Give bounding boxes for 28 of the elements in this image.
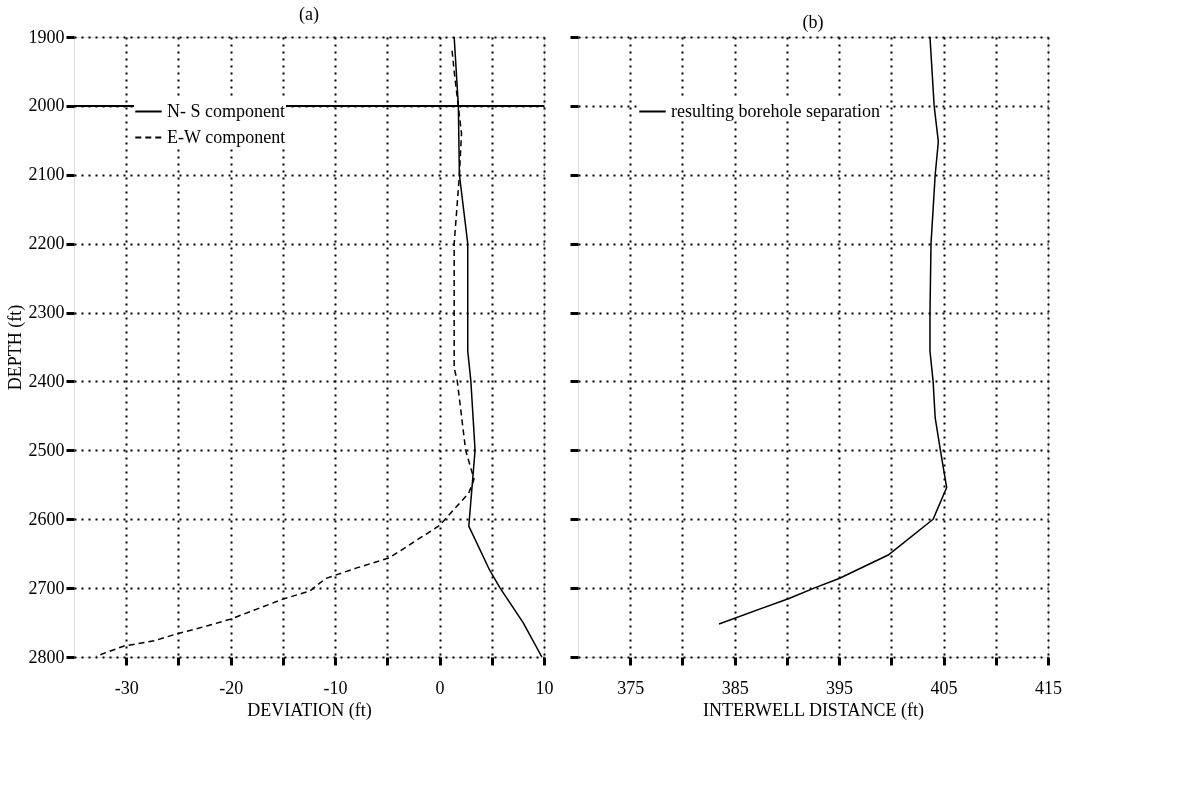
x-tick-label: 375 [617,677,645,698]
x-tick-label: 385 [721,677,749,698]
x-tick-label: 0 [435,677,445,698]
y-tick-label: 2100 [28,164,65,185]
y-tick-label: 2500 [28,439,65,460]
y-tick-label: 2400 [28,370,65,391]
x-tick-label: -20 [219,677,244,698]
legend-label: resulting borehole separation [671,100,880,121]
y-tick-label: 2000 [28,95,65,116]
x-tick-label: 10 [535,677,554,698]
x-tick-label: 395 [826,677,854,698]
legend-label: E-W component [167,126,286,147]
y-tick-label: 2700 [28,577,65,598]
y-tick-label: 2800 [28,646,65,667]
x-tick-label: -10 [323,677,348,698]
y-tick-label: 2200 [28,233,65,254]
x-tick-label: -30 [114,677,139,698]
chart-title: (a) [299,4,319,25]
y-axis-title: DEPTH (ft) [4,304,26,391]
chart-title: (b) [802,11,824,33]
y-tick-label: 1900 [28,26,65,47]
y-tick-label: 2300 [28,302,65,323]
x-tick-label: 405 [930,677,958,698]
x-axis-title: DEVIATION (ft) [247,699,372,721]
x-axis-title: INTERWELL DISTANCE (ft) [703,699,924,721]
y-tick-label: 2600 [28,508,65,529]
x-tick-label: 415 [1035,677,1062,698]
legend-label: N- S component [167,100,285,121]
